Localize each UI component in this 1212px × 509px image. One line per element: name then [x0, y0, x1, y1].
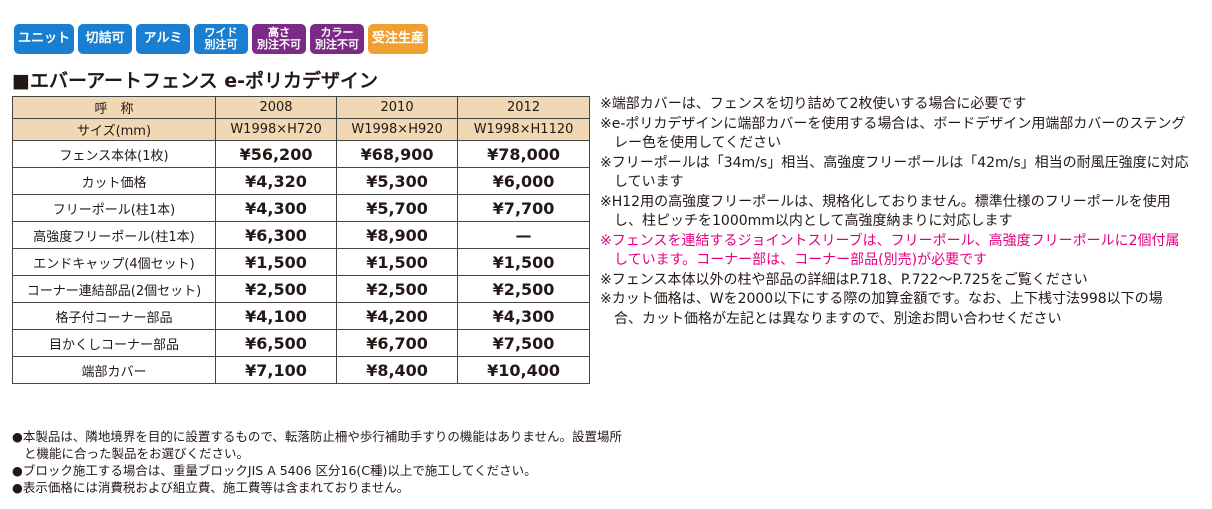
price: ¥8,400	[336, 356, 459, 384]
price: ¥56,200	[214, 140, 338, 168]
price: ¥1,500	[214, 248, 338, 276]
row: エンドキャップ(4個セット) ¥1,500 ¥1,500 ¥1,500	[12, 248, 590, 276]
price: ¥1,500	[457, 248, 590, 276]
item-name: 目かくしコーナー部品	[12, 329, 216, 357]
badge: 受注生産	[368, 24, 429, 54]
header-row: 呼 称 2008 2010 2012	[12, 96, 590, 119]
price: —	[457, 221, 590, 249]
row: カット価格 ¥4,320 ¥5,300 ¥6,000	[12, 167, 590, 195]
row: 端部カバー ¥7,100 ¥8,400 ¥10,400	[12, 356, 590, 384]
item-name: コーナー連結部品(2個セット)	[12, 275, 216, 303]
price: ¥4,100	[214, 302, 338, 330]
item-name: エンドキャップ(4個セット)	[12, 248, 216, 276]
item-name: カット価格	[12, 167, 216, 195]
note: ※フリーポールは「34m/s」相当、高強度フリーポールは「42m/s」相当の耐風…	[600, 154, 1189, 191]
price: ¥78,000	[457, 140, 590, 168]
row: フリーポール(柱1本) ¥4,300 ¥5,700 ¥7,700	[12, 194, 590, 222]
price-table: 呼 称 2008 2010 2012 サイズ(mm) W1998×H720 W1998×H9…	[12, 96, 590, 384]
price: ¥6,700	[336, 329, 459, 357]
note: ※カット価格は、Wを2000以下にする際の加算金額です。なお、上下桟寸法998以…	[600, 291, 1163, 327]
price: ¥7,700	[457, 194, 590, 222]
notes: ※端部カバーは、フェンスを切り詰めて2枚使いする場合に必要です ※e-ポリカデザイ…	[600, 95, 1190, 329]
row: 格子付コーナー部品 ¥4,100 ¥4,200 ¥4,300	[12, 302, 590, 330]
footer: ●本製品は、隣地境界を目的に設置するもので、転落防止柵や歩行補助手すりの機能はあ…	[12, 428, 632, 496]
price: ¥2,500	[214, 275, 338, 303]
badges: ユニット 切詰可 アルミ ワイド 別注可 高さ 別注不可 カラー 別注不可 受注生産	[14, 24, 429, 54]
price: ¥4,320	[214, 167, 338, 195]
price: ¥5,700	[336, 194, 459, 222]
note: ※端部カバーは、フェンスを切り詰めて2枚使いする場合に必要です	[600, 96, 1027, 112]
price: ¥2,500	[457, 275, 590, 303]
header-cell: W1998×H920	[336, 118, 459, 141]
note: ※フェンス本体以外の柱や部品の詳細はP.718、P.722〜P.725をご覧くだ…	[600, 271, 1088, 288]
price: ¥8,900	[336, 221, 459, 249]
badge: 高さ 別注不可	[252, 24, 307, 54]
price: ¥7,500	[457, 329, 590, 357]
row: コーナー連結部品(2個セット) ¥2,500 ¥2,500 ¥2,500	[12, 275, 590, 303]
badge: カラー 別注不可	[310, 24, 365, 54]
price: ¥10,400	[457, 356, 590, 384]
item-name: 格子付コーナー部品	[12, 302, 216, 330]
footer-note: ●本製品は、隣地境界を目的に設置するもので、転落防止柵や歩行補助手すりの機能はあ…	[12, 429, 623, 461]
price: ¥7,100	[214, 356, 338, 384]
header-cell: 2010	[336, 96, 459, 119]
price: ¥1,500	[336, 248, 459, 276]
price: ¥6,500	[214, 329, 338, 357]
note: ※フェンスを連結するジョイントスリーブは、フリーポール、高強度フリーポールに2個…	[600, 232, 1180, 269]
header-cell: サイズ(mm)	[12, 118, 216, 141]
item-name: 高強度フリーポール(柱1本)	[12, 221, 216, 249]
note: ※H12用の高強度フリーポールは、規格化しておりません。標準仕様のフリーポールを…	[600, 193, 1171, 230]
price: ¥5,300	[336, 167, 459, 195]
item-name: フェンス本体(1枚)	[12, 140, 216, 168]
title: ■エバーアートフェンス e-ポリカデザイン	[12, 70, 379, 92]
header-cell: W1998×H1120	[457, 118, 590, 141]
row: フェンス本体(1枚) ¥56,200 ¥68,900 ¥78,000	[12, 140, 590, 168]
item-name: 端部カバー	[12, 356, 216, 384]
footer-note: ●ブロック施工する場合は、重量ブロックJIS A 5406 区分16(C種)以上…	[12, 463, 537, 478]
badge: ワイド 別注可	[194, 24, 249, 54]
item-name: フリーポール(柱1本)	[12, 194, 216, 222]
footer-note: ●表示価格には消費税および組立費、施工費等は含まれておりません。	[12, 480, 410, 495]
header-cell: 呼 称	[12, 96, 216, 119]
price: ¥4,200	[336, 302, 459, 330]
price: ¥6,000	[457, 167, 590, 195]
row: 高強度フリーポール(柱1本) ¥6,300 ¥8,900—	[12, 221, 590, 249]
header-cell: 2012	[457, 96, 590, 119]
badge: ユニット	[14, 24, 75, 54]
note: ※e-ポリカデザインに端部カバーを使用する場合は、ボードデザイン用端部カバーのス…	[600, 115, 1186, 152]
price: ¥4,300	[214, 194, 338, 222]
badge: アルミ	[136, 24, 191, 54]
row: 目かくしコーナー部品 ¥6,500 ¥6,700 ¥7,500	[12, 329, 590, 357]
price: ¥68,900	[336, 140, 459, 168]
header-cell: 2008	[214, 96, 338, 119]
badge: 切詰可	[78, 24, 133, 54]
price: ¥4,300	[457, 302, 590, 330]
price: ¥6,300	[214, 221, 338, 249]
header-cell: W1998×H720	[214, 118, 338, 141]
price: ¥2,500	[336, 275, 459, 303]
header-row: サイズ(mm) W1998×H720 W1998×H920 W1998×H1120	[12, 118, 590, 141]
